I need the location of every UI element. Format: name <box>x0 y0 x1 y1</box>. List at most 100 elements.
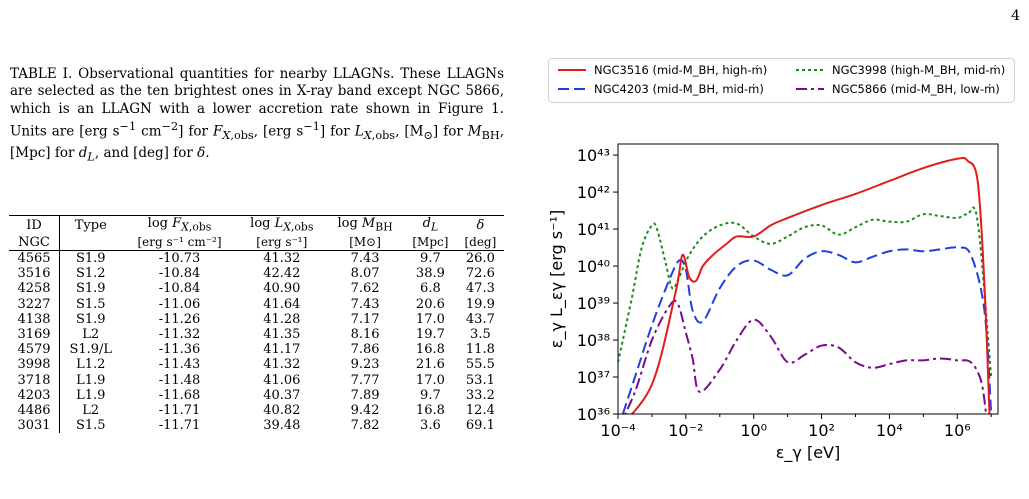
table-cell: 9.7 <box>420 387 441 403</box>
table-row: 4258 S1.9 -10.84 40.90 7.62 6.8 47.3 <box>9 281 504 297</box>
table-cell: S1.9 <box>75 281 106 297</box>
x-axis-label: ε_γ [eV] <box>776 443 840 463</box>
table-cell: -11.32 <box>158 327 201 343</box>
y-tick-label: 10³⁸ <box>577 331 610 350</box>
table-cell: 17.0 <box>415 311 445 327</box>
table-row: 4486 L2 -11.71 40.82 9.42 16.8 12.4 <box>9 403 504 419</box>
table-cell: L1.9 <box>76 387 106 403</box>
table-row: 3031 S1.5 -11.71 39.48 7.82 3.6 69.1 <box>9 418 504 434</box>
table-cell: S1.9 <box>75 251 106 266</box>
y-tick-label: 10⁴² <box>577 183 610 202</box>
table-row: 4203 L1.9 -11.68 40.37 7.89 9.7 33.2 <box>9 387 504 404</box>
table-cell: 8.07 <box>350 266 380 282</box>
col-subheader: [erg s⁻¹] <box>237 234 327 251</box>
table-cell: 55.5 <box>465 357 495 373</box>
table-cell: 4258 <box>9 281 60 297</box>
table-cell: 7.43 <box>350 296 380 312</box>
table-cell: 7.43 <box>350 251 380 266</box>
table-cell: 7.82 <box>350 418 380 434</box>
table-cell: 4203 <box>9 387 60 404</box>
x-tick-label: 10⁻² <box>668 421 703 440</box>
table-caption: TABLE I. Observational quantities for ne… <box>10 66 504 164</box>
col-header: log LX,obs <box>237 214 327 235</box>
table-row: 3998 L1.2 -11.43 41.32 9.23 21.6 55.5 <box>9 357 504 373</box>
table-cell: 72.6 <box>465 266 495 282</box>
table-cell: -10.84 <box>158 281 201 297</box>
table-cell: 4565 <box>9 250 60 267</box>
x-tick-label: 10⁴ <box>876 421 903 440</box>
col-header: Type <box>59 214 122 235</box>
table-cell: -11.26 <box>158 311 201 327</box>
table-cell: 20.6 <box>415 296 445 312</box>
col-subheader: NGC <box>9 234 60 251</box>
table-cell: 16.8 <box>415 342 445 358</box>
table-cell: L1.2 <box>76 357 106 373</box>
table-cell: 41.06 <box>263 372 301 388</box>
table-cell: 40.82 <box>263 403 301 419</box>
table-cell: -11.71 <box>158 418 201 434</box>
col-header: log MBH <box>326 214 405 235</box>
table-cell: 4579 <box>9 342 60 358</box>
plot-area: 10⁻⁴ 10⁻² 10⁰ 10² 10⁴ 10⁶ 10³⁶ 10³⁷ 10³⁸ 10³⁹ 10⁴⁰… <box>548 143 999 463</box>
table-cell: -10.84 <box>158 266 201 282</box>
y-axis-label: ε_γ L_εγ [erg s⁻¹] <box>548 210 567 348</box>
table-cell: 41.64 <box>263 296 301 312</box>
table-cell: 41.35 <box>263 327 301 343</box>
table-cell: 3227 <box>9 296 60 312</box>
col-header: log FX,obs <box>121 214 238 235</box>
table-cell: -11.43 <box>158 357 201 373</box>
table-cell: 8.16 <box>350 327 380 343</box>
legend-label: NGC4203 (mid-M_BH, mid-ṁ) <box>594 82 764 96</box>
table-cell: 3169 <box>9 327 60 343</box>
table-cell: 4138 <box>9 311 60 328</box>
table-cell: -11.68 <box>158 387 201 403</box>
table-row: 4138 S1.9 -11.26 41.28 7.17 17.0 43.7 <box>9 311 504 328</box>
table-cell: 12.4 <box>465 403 495 419</box>
col-subheader: [Mpc] <box>404 234 457 251</box>
table-cell: 11.8 <box>465 342 495 358</box>
table-cell: 3718 <box>9 372 60 388</box>
col-header: δ <box>456 214 504 235</box>
table-cell: 41.32 <box>263 357 301 373</box>
legend-label: NGC5866 (mid-M_BH, low-ṁ) <box>832 82 1000 96</box>
x-tick-label: 10⁶ <box>944 421 971 440</box>
table-cell: 7.86 <box>350 342 380 358</box>
series-line-1 <box>618 206 993 378</box>
col-subheader: [M⊙] <box>326 234 405 251</box>
table-cell: 16.8 <box>415 403 445 419</box>
table-cell: 41.17 <box>263 342 301 358</box>
table-cell: S1.9/L <box>69 342 113 358</box>
table-row: 3718 L1.9 -11.48 41.06 7.77 17.0 53.1 <box>9 372 504 388</box>
table-cell: 21.6 <box>415 357 445 373</box>
table-cell: 47.3 <box>465 281 495 297</box>
table-cell: -10.73 <box>158 251 201 266</box>
table-cell: 33.2 <box>465 387 495 403</box>
col-subheader: [erg s⁻¹ cm⁻²] <box>121 234 238 251</box>
y-tick-label: 10⁴¹ <box>577 220 610 239</box>
table-cell: 3.5 <box>470 327 491 343</box>
table-cell: 40.90 <box>263 281 301 297</box>
x-tick-label: 10² <box>808 421 835 440</box>
series-line-3 <box>624 299 988 414</box>
table-cell: 53.1 <box>465 372 495 388</box>
table-cell: 6.8 <box>420 281 441 297</box>
table-body: 4565 S1.9 -10.73 41.32 7.43 9.7 26.0 3516 S1.2 -1… <box>9 250 504 434</box>
y-tick-label: 10³⁹ <box>577 294 610 313</box>
table-cell: 17.0 <box>415 372 445 388</box>
table-cell: S1.2 <box>75 266 106 282</box>
col-header: ID <box>9 214 60 235</box>
table-cell: -11.48 <box>158 372 201 388</box>
table-cell: L2 <box>82 327 100 343</box>
table-row: 3227 S1.5 -11.06 41.64 7.43 20.6 19.9 <box>9 296 504 312</box>
table-cell: -11.71 <box>158 403 201 419</box>
table-cell: 41.32 <box>263 251 301 266</box>
table-row: 4565 S1.9 -10.73 41.32 7.43 9.7 26.0 <box>9 250 504 267</box>
table-cell: 3031 <box>9 418 60 434</box>
table-cell: 7.62 <box>350 281 380 297</box>
table-cell: S1.9 <box>75 311 106 327</box>
y-tick-label: 10³⁶ <box>577 405 610 424</box>
table-cell: 4486 <box>9 403 60 419</box>
page-number: 4 <box>1011 8 1020 24</box>
table-cell: 26.0 <box>465 251 495 266</box>
chart-legend: NGC3516 (mid-M_BH, high-ṁ) NGC4203 (mid-M… <box>548 58 1015 103</box>
